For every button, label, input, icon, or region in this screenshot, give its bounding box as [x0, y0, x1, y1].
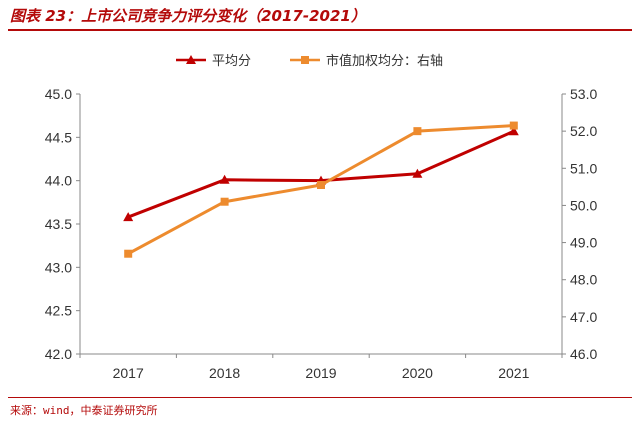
right-tick-label: 52.0 [570, 123, 597, 139]
right-tick-label: 49.0 [570, 235, 597, 251]
chart-title: 图表 23：上市公司竞争力评分变化（2017-2021） [10, 7, 366, 25]
legend-label-avg: 平均分 [212, 53, 251, 68]
legend-label-weighted: 市值加权均分：右轴 [326, 53, 443, 68]
axes: 42.0 42.5 43.0 43.5 44.0 44.5 45.0 46.0 47.0 48.0… [45, 86, 598, 381]
data-point-avg [219, 174, 230, 184]
series-group [123, 121, 519, 258]
left-tick-label: 42.5 [45, 303, 72, 319]
right-tick-label: 46.0 [570, 346, 597, 362]
data-point-weighted [317, 181, 325, 189]
data-point-avg [412, 168, 423, 178]
x-tick-label: 2020 [402, 365, 433, 381]
left-tick-label: 44.5 [45, 129, 72, 145]
line-chart: 平均分 市值加权均分：右轴 42.0 42.5 43.0 43.5 44.0 44.5 45… [45, 53, 598, 381]
data-point-weighted [509, 121, 518, 130]
series-line-weighted [127, 124, 514, 256]
left-tick-label: 42.0 [45, 346, 72, 362]
left-tick-label: 43.5 [45, 216, 72, 232]
legend-marker-weighted [301, 56, 309, 64]
legend-marker-avg [186, 55, 196, 64]
source-divider [8, 397, 632, 398]
right-tick-label: 51.0 [570, 160, 597, 176]
right-tick-label: 53.0 [570, 86, 597, 102]
source-note: 来源：wind，中泰证券研究所 [10, 404, 158, 417]
left-tick-label: 45.0 [45, 86, 72, 102]
x-tick-label: 2017 [113, 365, 144, 381]
data-point-weighted [413, 127, 422, 136]
right-tick-label: 50.0 [570, 197, 597, 213]
left-tick-label: 43.0 [45, 259, 72, 275]
right-tick-label: 47.0 [570, 309, 597, 325]
data-point-weighted [220, 197, 229, 206]
right-tick-label: 48.0 [570, 272, 597, 288]
series-line-avg [127, 129, 515, 219]
title-divider [8, 29, 632, 31]
data-point-weighted [124, 249, 133, 258]
title-bar: 图表 23：上市公司竞争力评分变化（2017-2021） [0, 0, 640, 30]
chart-legend: 平均分 市值加权均分：右轴 [176, 53, 443, 68]
data-point-avg [123, 212, 134, 222]
x-tick-label: 2018 [209, 365, 240, 381]
x-tick-label: 2019 [305, 365, 336, 381]
x-tick-label: 2021 [498, 365, 529, 381]
left-tick-label: 44.0 [45, 173, 72, 189]
data-point-avg [508, 126, 519, 136]
